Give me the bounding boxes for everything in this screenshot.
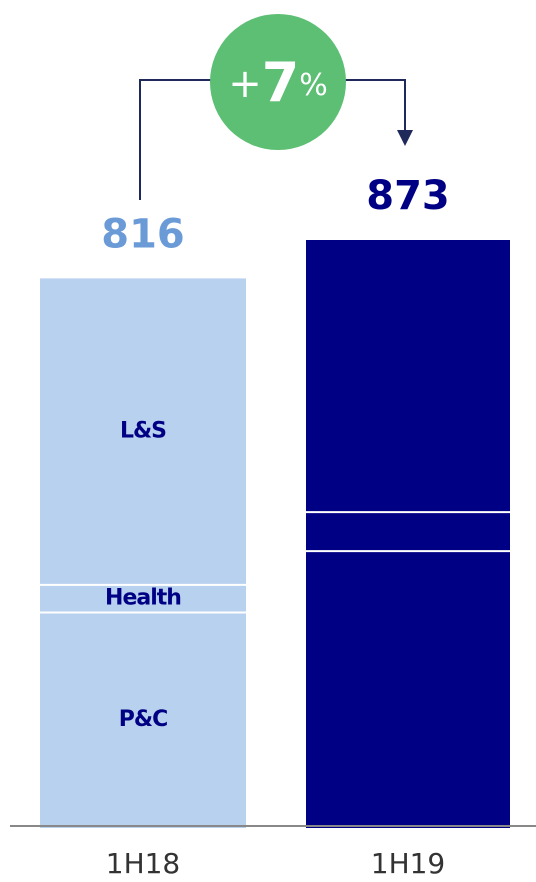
bar-segment: [306, 512, 510, 552]
segment-label: L&S: [120, 419, 166, 444]
total-label: 816: [101, 211, 185, 257]
bar-segment: [306, 551, 510, 828]
change-badge: [210, 14, 346, 150]
bracket: [340, 79, 406, 132]
change-sign: +: [228, 61, 262, 107]
segment-label: Health: [105, 586, 181, 611]
x-tick-label: 1H18: [106, 847, 181, 880]
bracket: [139, 79, 215, 200]
change-value: 7: [262, 51, 300, 114]
change-unit: %: [299, 68, 328, 103]
segment-label: P&C: [119, 707, 167, 732]
change-label: +7%: [228, 51, 328, 114]
bar-segment: [40, 584, 246, 613]
bar-segment: [40, 612, 246, 828]
total-label: 873: [366, 173, 450, 219]
bar-segment: [40, 278, 246, 585]
x-tick-label: 1H19: [371, 847, 446, 880]
bar-segment: [306, 240, 510, 513]
arrow-head: [397, 130, 413, 146]
